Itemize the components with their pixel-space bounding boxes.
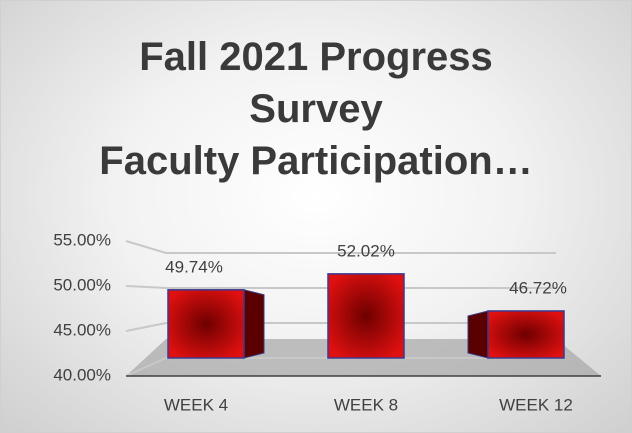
grid-line	[125, 322, 556, 332]
y-tick-label: 40.00%	[53, 365, 111, 384]
x-tick-label: WEEK 4	[164, 395, 228, 414]
title-line: Fall 2021 Progress Survey	[139, 35, 493, 131]
data-label: 49.74%	[165, 257, 223, 276]
bar-side	[467, 310, 489, 359]
x-tick-label: WEEK 12	[499, 395, 573, 414]
bar	[327, 273, 405, 359]
grid-line	[125, 285, 556, 289]
data-label: 52.02%	[337, 241, 395, 260]
x-tick-label: WEEK 8	[334, 395, 398, 414]
y-tick-label: 45.00%	[53, 320, 111, 339]
y-tick-label: 55.00%	[53, 230, 111, 249]
chart-title: Fall 2021 Progress Survey Faculty Partic…	[1, 31, 631, 187]
bar	[487, 310, 565, 359]
grid-line	[125, 240, 556, 254]
y-tick-label: 50.00%	[53, 275, 111, 294]
title-line: Faculty Participation…	[99, 139, 533, 183]
grid-line	[125, 357, 556, 377]
data-label: 46.72%	[509, 278, 567, 297]
bar-side	[243, 289, 265, 359]
bar	[167, 289, 245, 359]
